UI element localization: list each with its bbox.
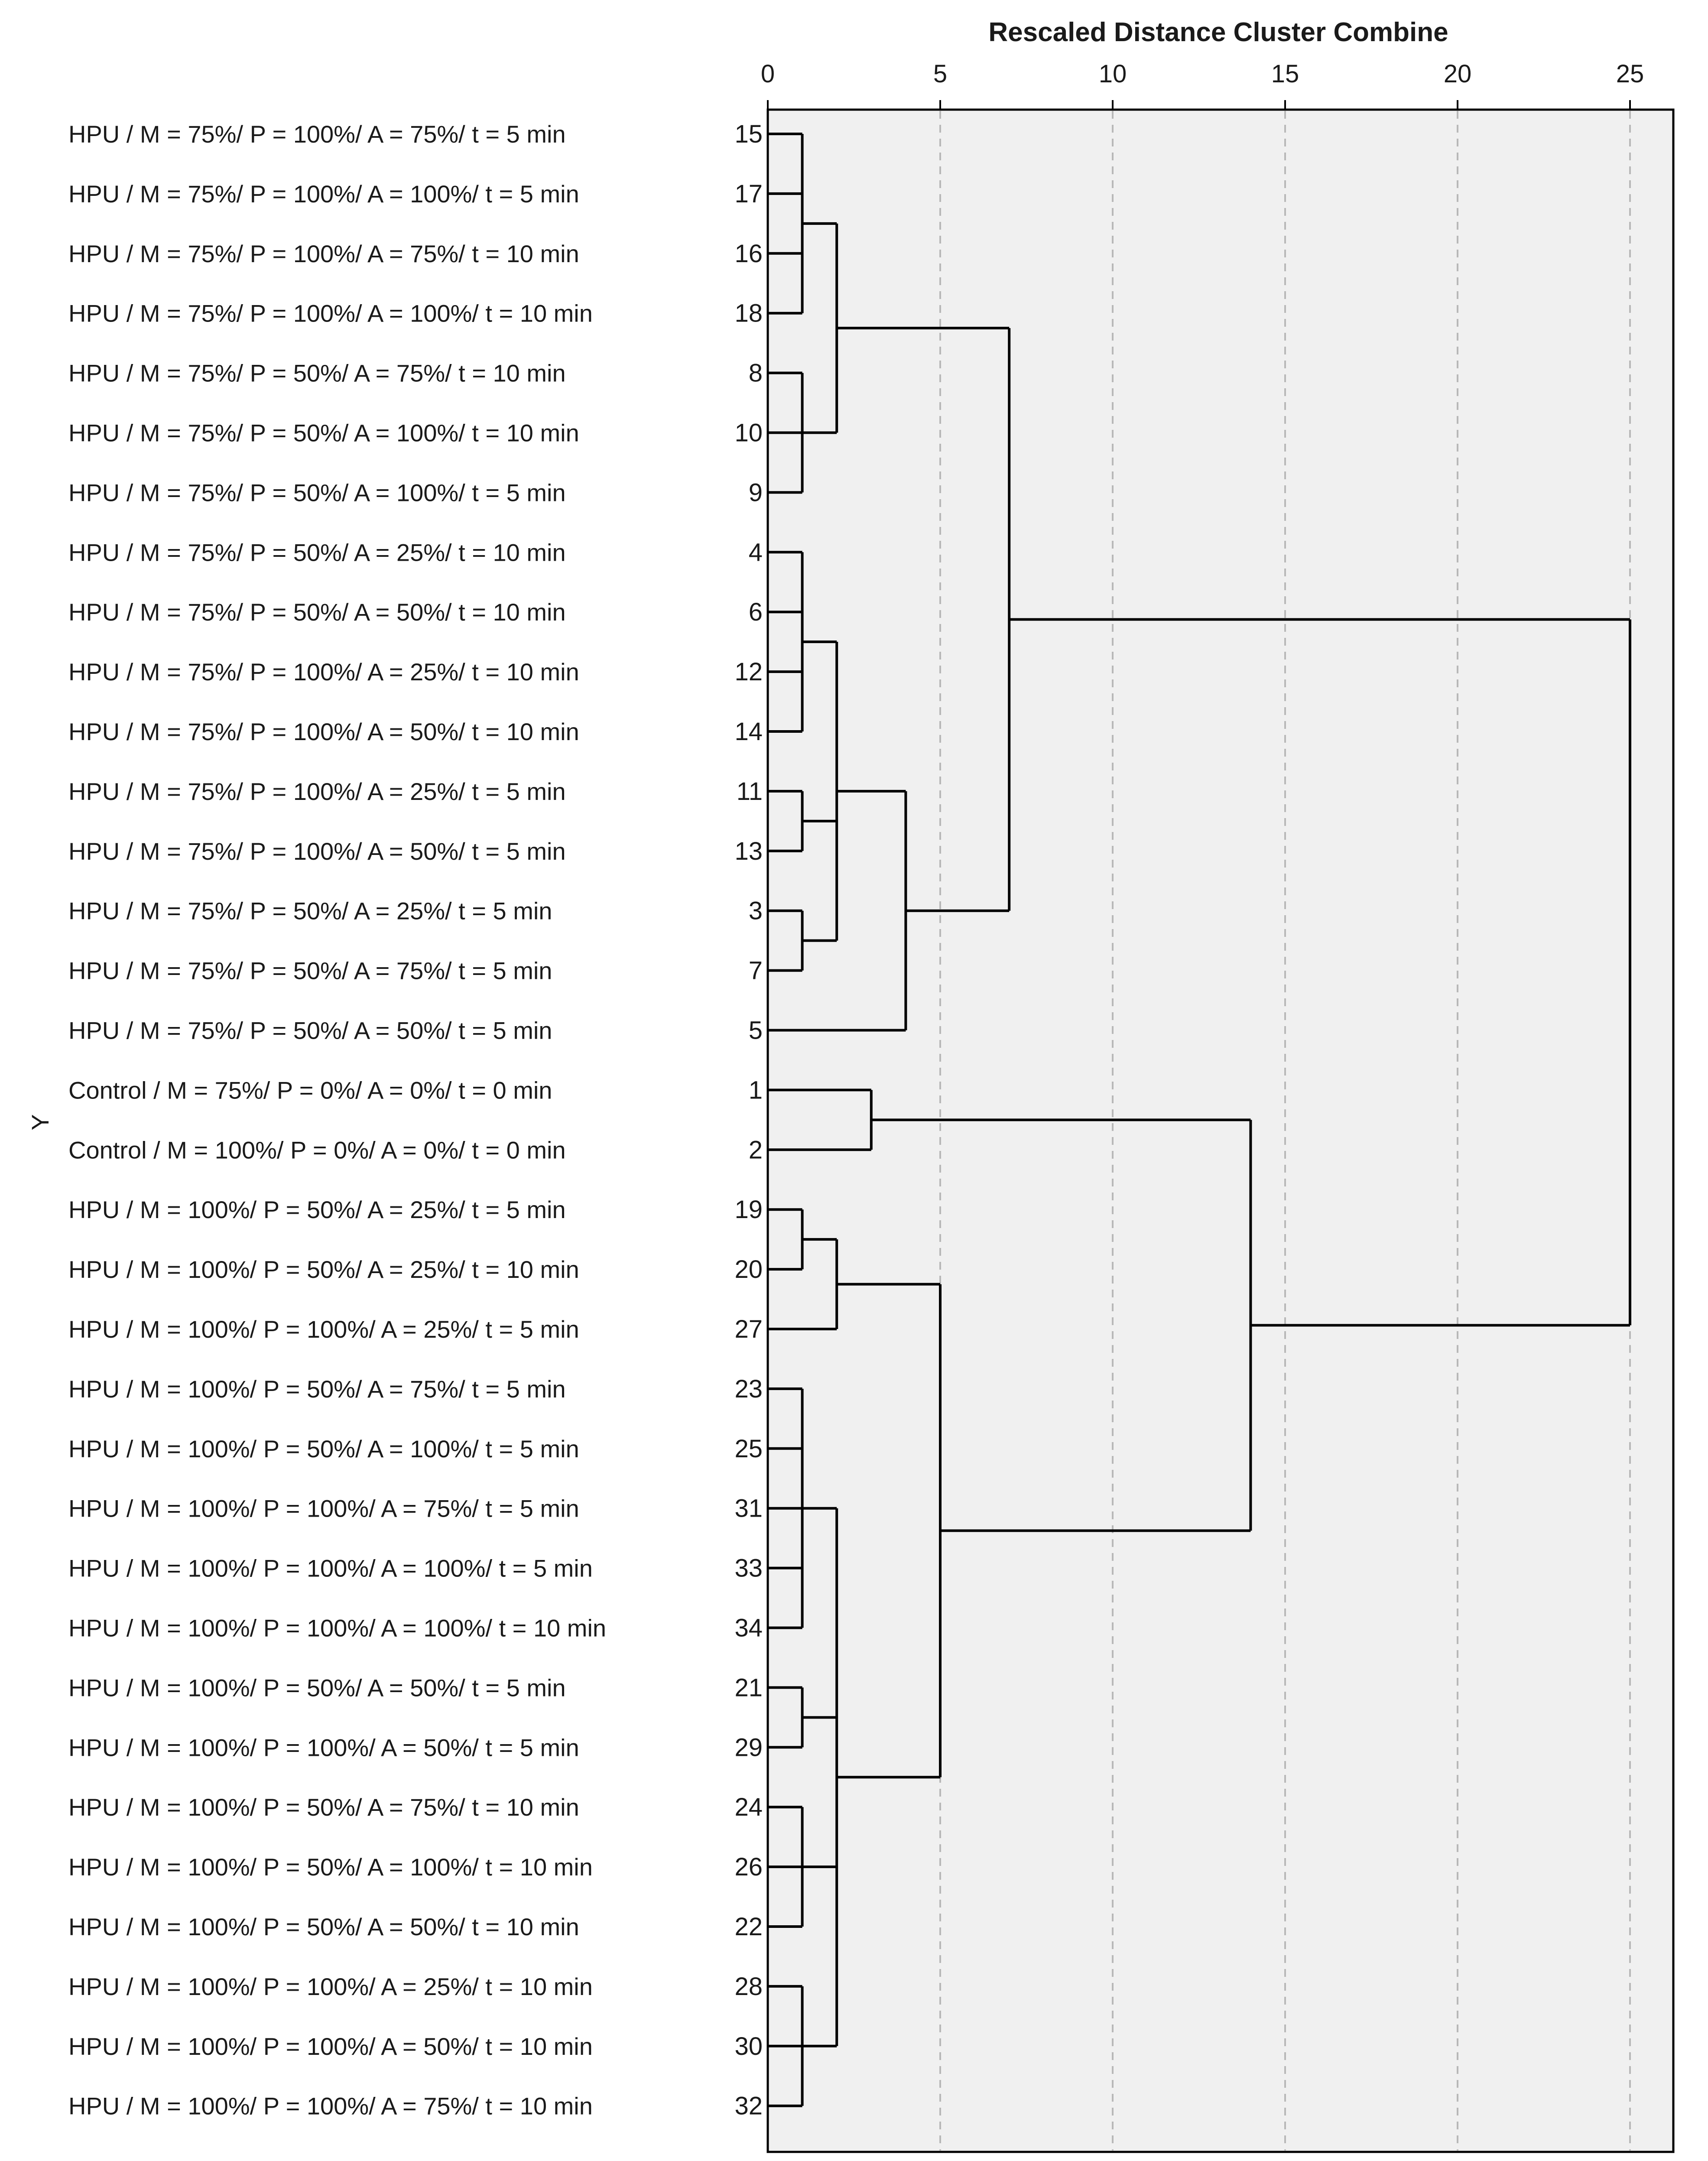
x-tick-label: 25 [1616,60,1644,88]
leaf-label: HPU / M = 100%/ P = 100%/ A = 25%/ t = 1… [68,1973,593,2000]
leaf-label: HPU / M = 75%/ P = 50%/ A = 75%/ t = 10 … [68,360,566,387]
leaf-label: HPU / M = 100%/ P = 100%/ A = 50%/ t = 5… [68,1734,579,1761]
leaf-label: HPU / M = 100%/ P = 50%/ A = 50%/ t = 5 … [68,1674,566,1701]
leaf-label: HPU / M = 100%/ P = 50%/ A = 75%/ t = 10… [68,1794,579,1821]
leaf-id: 3 [749,897,763,925]
leaf-label: HPU / M = 75%/ P = 100%/ A = 75%/ t = 5 … [68,120,566,148]
leaf-label: Control / M = 100%/ P = 0%/ A = 0%/ t = … [68,1136,566,1163]
leaf-id: 19 [734,1196,763,1224]
leaf-id: 12 [734,658,763,686]
leaf-id: 29 [734,1733,763,1761]
leaf-label: HPU / M = 100%/ P = 100%/ A = 25%/ t = 5… [68,1316,579,1343]
leaf-id: 16 [734,240,763,268]
leaf-id: 15 [734,120,763,148]
leaf-label: HPU / M = 75%/ P = 50%/ A = 100%/ t = 5 … [68,479,566,506]
leaf-id: 31 [734,1495,763,1523]
leaf-id: 7 [749,957,763,985]
leaf-id: 28 [734,1973,763,2001]
leaf-id: 18 [734,299,763,328]
leaf-id: 6 [749,598,763,626]
leaf-label: HPU / M = 75%/ P = 50%/ A = 75%/ t = 5 m… [68,957,552,985]
leaf-id: 34 [734,1614,763,1642]
leaf-label: HPU / M = 100%/ P = 50%/ A = 25%/ t = 5 … [68,1196,566,1223]
leaf-label: HPU / M = 100%/ P = 50%/ A = 50%/ t = 10… [68,1913,579,1940]
chart-title: Rescaled Distance Cluster Combine [988,17,1448,47]
leaf-id: 33 [734,1554,763,1583]
leaf-label: HPU / M = 75%/ P = 50%/ A = 50%/ t = 5 m… [68,1017,552,1044]
x-tick-label: 0 [761,60,775,88]
leaf-label: HPU / M = 100%/ P = 100%/ A = 75%/ t = 1… [68,2093,593,2120]
leaf-label: HPU / M = 100%/ P = 100%/ A = 100%/ t = … [68,1555,593,1582]
leaf-id: 27 [734,1315,763,1343]
leaf-label: HPU / M = 100%/ P = 50%/ A = 100%/ t = 5… [68,1435,579,1462]
leaf-label: HPU / M = 75%/ P = 50%/ A = 25%/ t = 10 … [68,539,566,566]
leaf-label: HPU / M = 75%/ P = 100%/ A = 100%/ t = 1… [68,300,593,327]
leaf-id: 10 [734,419,763,447]
x-tick-label: 5 [933,60,947,88]
leaf-id: 23 [734,1375,763,1403]
leaf-id: 20 [734,1255,763,1284]
leaf-id: 5 [749,1017,763,1045]
dendrogram-links [768,133,1631,2107]
plot-area [766,108,1675,2153]
leaf-label: HPU / M = 75%/ P = 100%/ A = 25%/ t = 10… [68,658,579,686]
leaf-id: 22 [734,1913,763,1941]
leaf-id: 26 [734,1853,763,1881]
leaf-id: 17 [734,180,763,208]
leaf-id: 1 [749,1076,763,1104]
leaf-label: HPU / M = 75%/ P = 100%/ A = 50%/ t = 10… [68,718,579,745]
leaf-label: HPU / M = 100%/ P = 50%/ A = 100%/ t = 1… [68,1853,593,1881]
x-tick-label: 20 [1444,60,1472,88]
leaf-id: 8 [749,359,763,387]
leaf-id: 13 [734,837,763,865]
leaf-id: 2 [749,1136,763,1164]
leaf-label: Control / M = 75%/ P = 0%/ A = 0%/ t = 0… [68,1076,552,1104]
leaf-label: HPU / M = 100%/ P = 100%/ A = 75%/ t = 5… [68,1495,579,1522]
leaf-label: HPU / M = 75%/ P = 100%/ A = 100%/ t = 5… [68,180,579,208]
leaf-id: 9 [749,478,763,507]
leaf-label: HPU / M = 75%/ P = 100%/ A = 75%/ t = 10… [68,240,579,267]
leaf-labels: HPU / M = 75%/ P = 100%/ A = 75%/ t = 5 … [68,120,763,2120]
leaf-label: HPU / M = 100%/ P = 50%/ A = 75%/ t = 5 … [68,1375,566,1403]
leaf-label: HPU / M = 100%/ P = 50%/ A = 25%/ t = 10… [68,1256,579,1283]
x-tick-label: 10 [1099,60,1127,88]
leaf-label: HPU / M = 75%/ P = 100%/ A = 50%/ t = 5 … [68,838,566,865]
leaf-id: 32 [734,2092,763,2120]
x-tick-label: 15 [1271,60,1299,88]
leaf-label: HPU / M = 75%/ P = 50%/ A = 50%/ t = 10 … [68,598,566,626]
x-axis: 0 5 10 15 20 25 [761,60,1644,110]
leaf-label: HPU / M = 75%/ P = 50%/ A = 100%/ t = 10… [68,419,579,447]
leaf-id: 24 [734,1793,763,1821]
leaf-id: 25 [734,1435,763,1463]
leaf-label: HPU / M = 100%/ P = 100%/ A = 50%/ t = 1… [68,2033,593,2060]
leaf-label: HPU / M = 100%/ P = 100%/ A = 100%/ t = … [68,1615,606,1642]
y-axis-label: Y [26,1114,54,1130]
leaf-id: 11 [737,777,763,806]
leaf-id: 30 [734,2032,763,2060]
leaf-label: HPU / M = 75%/ P = 50%/ A = 25%/ t = 5 m… [68,897,552,925]
leaf-id: 4 [749,538,763,566]
leaf-id: 21 [734,1674,763,1702]
leaf-id: 14 [734,718,763,746]
leaf-label: HPU / M = 75%/ P = 100%/ A = 25%/ t = 5 … [68,778,566,805]
